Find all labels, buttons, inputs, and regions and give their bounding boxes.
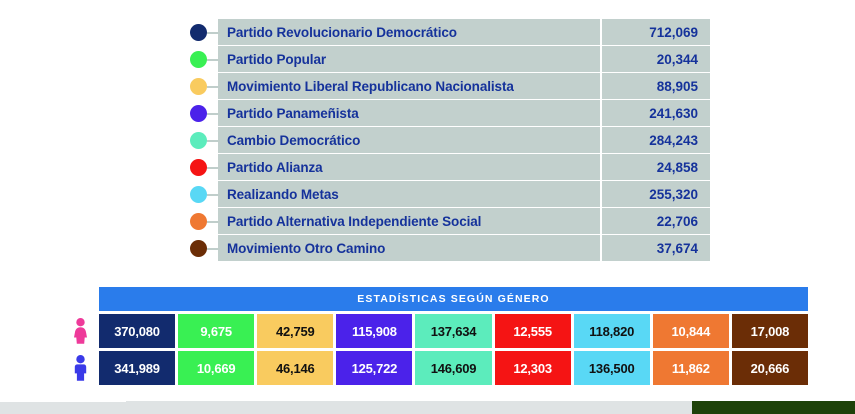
party-name: Partido Alternativa Independiente Social [218, 208, 600, 234]
connector-line [207, 140, 220, 142]
party-name: Partido Alianza [218, 154, 600, 180]
gender-value-cell: 137,634 [415, 314, 492, 348]
gender-value-cell: 10,844 [652, 314, 729, 348]
table-row: Movimiento Otro Camino 37,674 [190, 235, 710, 261]
column-divider [600, 154, 602, 180]
party-color-swatch-cell [190, 46, 220, 72]
party-color-swatch-cell [190, 208, 220, 234]
gender-value-cell: 9,675 [178, 314, 255, 348]
column-divider [600, 235, 602, 261]
party-color-dot-icon [190, 212, 207, 230]
party-name: Partido Panameñista [218, 100, 600, 126]
gender-value-cell: 370,080 [99, 314, 176, 348]
table-row: Movimiento Liberal Republicano Nacionali… [190, 73, 710, 99]
party-name: Partido Revolucionario Democrático [218, 19, 600, 45]
party-color-dot-icon [190, 50, 207, 68]
connector-line [207, 221, 220, 223]
party-results-table: Partido Revolucionario Democrático 712,06… [190, 19, 710, 262]
female-glyph [74, 318, 87, 344]
party-vote-count: 37,674 [602, 235, 710, 261]
gender-value-cell: 11,862 [652, 351, 729, 385]
table-row: Realizando Metas 255,320 [190, 181, 710, 207]
gender-value-cell: 118,820 [573, 314, 650, 348]
bottom-grey-strip [0, 402, 692, 414]
gender-row-female: 370,080 9,675 42,759 115,908 137,634 12,555 11… [62, 314, 808, 348]
male-icon [62, 351, 99, 385]
party-name: Realizando Metas [218, 181, 600, 207]
party-name: Partido Popular [218, 46, 600, 72]
party-vote-count: 255,320 [602, 181, 710, 207]
party-color-swatch-cell [190, 19, 220, 45]
gender-value-cell: 12,303 [494, 351, 571, 385]
connector-line [207, 86, 220, 88]
male-glyph [74, 355, 87, 381]
gender-value-cell: 146,609 [415, 351, 492, 385]
party-vote-count: 712,069 [602, 19, 710, 45]
connector-line [207, 167, 220, 169]
table-row: Partido Panameñista 241,630 [190, 100, 710, 126]
party-color-dot-icon [190, 104, 207, 122]
party-vote-count: 241,630 [602, 100, 710, 126]
party-name: Movimiento Liberal Republicano Nacionali… [218, 73, 600, 99]
party-color-dot-icon [190, 77, 207, 95]
gender-value-cell: 12,555 [494, 314, 571, 348]
column-divider [600, 127, 602, 153]
column-divider [600, 100, 602, 126]
connector-line [207, 194, 220, 196]
party-color-swatch-cell [190, 127, 220, 153]
gender-value-cells: 370,080 9,675 42,759 115,908 137,634 12,555 11… [99, 314, 808, 348]
column-divider [600, 181, 602, 207]
table-row: Partido Alternativa Independiente Social… [190, 208, 710, 234]
party-color-dot-icon [190, 23, 207, 41]
table-row: Partido Alianza 24,858 [190, 154, 710, 180]
column-divider [600, 73, 602, 99]
gender-statistics-section: ESTADÍSTICAS SEGÚN GÉNERO 370,080 9,675 42… [62, 287, 808, 385]
party-vote-count: 284,243 [602, 127, 710, 153]
column-divider [600, 208, 602, 234]
party-color-swatch-cell [190, 154, 220, 180]
party-vote-count: 24,858 [602, 154, 710, 180]
connector-line [207, 32, 220, 34]
gender-value-cells: 341,989 10,669 46,146 125,722 146,609 12,303 1… [99, 351, 808, 385]
table-row: Partido Revolucionario Democrático 712,06… [190, 19, 710, 45]
gender-value-cell: 10,669 [178, 351, 255, 385]
connector-line [207, 113, 220, 115]
table-row: Cambio Democrático 284,243 [190, 127, 710, 153]
gender-table-body: 370,080 9,675 42,759 115,908 137,634 12,555 11… [62, 314, 808, 385]
table-row: Partido Popular 20,344 [190, 46, 710, 72]
party-color-swatch-cell [190, 100, 220, 126]
gender-value-cell: 341,989 [99, 351, 176, 385]
party-vote-count: 20,344 [602, 46, 710, 72]
gender-value-cell: 20,666 [731, 351, 808, 385]
party-color-dot-icon [190, 131, 207, 149]
party-name: Cambio Democrático [218, 127, 600, 153]
party-color-swatch-cell [190, 181, 220, 207]
female-icon [62, 314, 99, 348]
connector-line [207, 248, 220, 250]
party-color-dot-icon [190, 185, 207, 203]
gender-value-cell: 46,146 [257, 351, 334, 385]
connector-line [207, 59, 220, 61]
column-divider [600, 46, 602, 72]
column-divider [600, 19, 602, 45]
gender-value-cell: 125,722 [336, 351, 413, 385]
party-name: Movimiento Otro Camino [218, 235, 600, 261]
gender-value-cell: 42,759 [257, 314, 334, 348]
gender-value-cell: 17,008 [731, 314, 808, 348]
gender-value-cell: 115,908 [336, 314, 413, 348]
party-color-swatch-cell [190, 73, 220, 99]
party-vote-count: 88,905 [602, 73, 710, 99]
gender-table-header: ESTADÍSTICAS SEGÚN GÉNERO [99, 287, 808, 311]
party-color-dot-icon [190, 158, 207, 176]
party-vote-count: 22,706 [602, 208, 710, 234]
gender-value-cell: 136,500 [573, 351, 650, 385]
party-color-swatch-cell [190, 235, 220, 261]
gender-row-male: 341,989 10,669 46,146 125,722 146,609 12,303 1… [62, 351, 808, 385]
party-color-dot-icon [190, 239, 207, 257]
